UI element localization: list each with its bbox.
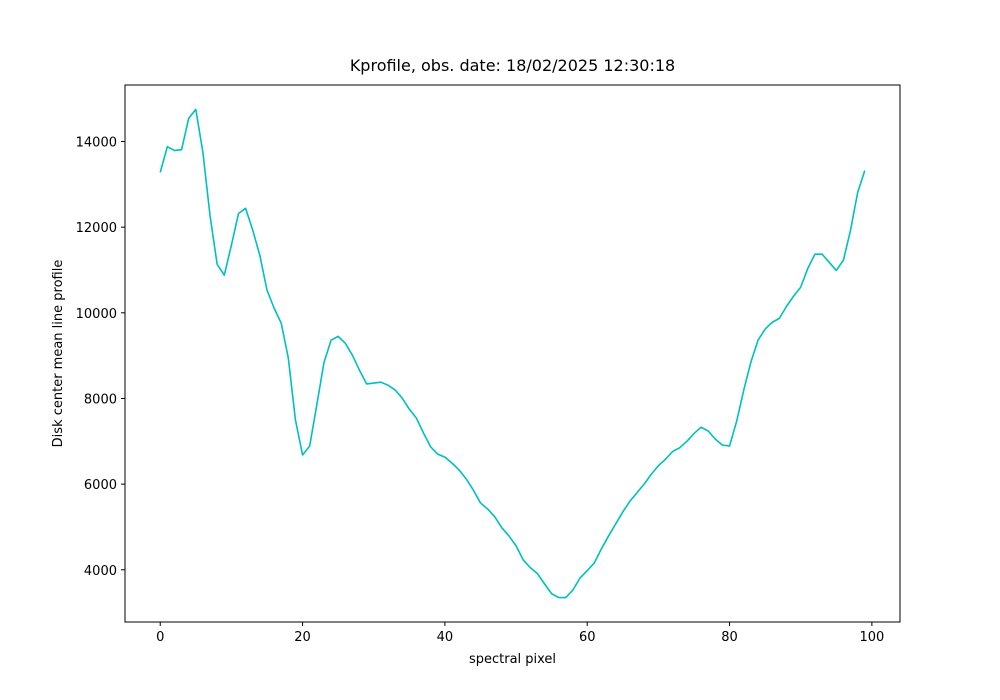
y-tick-label: 4000 bbox=[84, 564, 117, 579]
y-axis-label: Disk center mean line profile bbox=[51, 260, 66, 448]
x-tick-label: 0 bbox=[156, 630, 164, 645]
x-tick-label: 20 bbox=[294, 630, 311, 645]
x-tick-label: 80 bbox=[721, 630, 738, 645]
chart-title: Kprofile, obs. date: 18/02/2025 12:30:18 bbox=[350, 56, 675, 75]
x-tick-label: 100 bbox=[859, 630, 884, 645]
y-tick-label: 14000 bbox=[76, 136, 117, 151]
data-line bbox=[159, 108, 866, 599]
y-tick-label: 10000 bbox=[76, 307, 117, 322]
axes-frame bbox=[124, 84, 901, 623]
y-tick-label: 12000 bbox=[76, 221, 117, 236]
x-tick-label: 40 bbox=[437, 630, 454, 645]
y-tick-label: 8000 bbox=[84, 392, 117, 407]
x-tick-label: 60 bbox=[579, 630, 596, 645]
y-tick-label: 6000 bbox=[84, 478, 117, 493]
plot-area bbox=[159, 108, 866, 599]
x-axis-label: spectral pixel bbox=[469, 652, 556, 667]
